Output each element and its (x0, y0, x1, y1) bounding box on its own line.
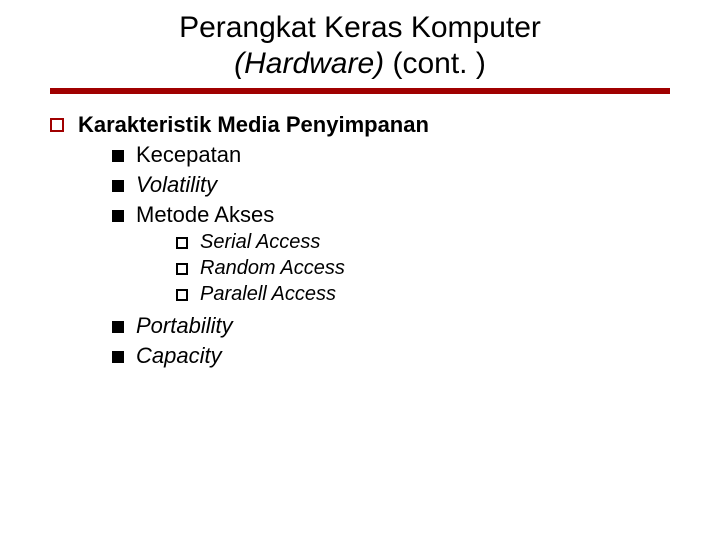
filled-square-icon (112, 351, 124, 363)
list-item: Capacity (112, 343, 429, 369)
slide: Perangkat Keras Komputer (Hardware) (con… (0, 0, 720, 540)
lvl2-label: Portability (136, 313, 233, 339)
filled-square-icon (112, 180, 124, 192)
lvl3-label: Paralell Access (200, 283, 336, 306)
filled-square-icon (112, 321, 124, 333)
lvl3-label: Serial Access (200, 231, 320, 254)
lvl2-content: Metode Akses Serial Access Random Access (136, 202, 345, 309)
filled-square-icon (112, 150, 124, 162)
lvl1-content: Karakteristik Media Penyimpanan Kecepata… (78, 112, 429, 373)
list-item: Kecepatan (112, 142, 429, 168)
list-item: Metode Akses Serial Access Random Access (112, 202, 429, 309)
list-item: Karakteristik Media Penyimpanan Kecepata… (50, 112, 670, 373)
hollow-square-icon (176, 237, 188, 249)
title-line2-rest: (cont. ) (384, 47, 486, 80)
lvl2-label: Metode Akses (136, 202, 274, 227)
title-underline (50, 88, 670, 94)
hollow-square-icon (176, 289, 188, 301)
lvl2-label: Kecepatan (136, 142, 241, 168)
list-item: Random Access (176, 257, 345, 280)
hollow-square-icon (176, 263, 188, 275)
title-line1: Perangkat Keras Komputer (179, 11, 541, 44)
lvl1-heading: Karakteristik Media Penyimpanan (78, 112, 429, 137)
list-item: Paralell Access (176, 283, 345, 306)
filled-square-icon (112, 210, 124, 222)
outline-level1: Karakteristik Media Penyimpanan Kecepata… (50, 112, 670, 373)
lvl2-label: Volatility (136, 172, 217, 198)
list-item: Portability (112, 313, 429, 339)
lvl3-label: Random Access (200, 257, 345, 280)
title-line2-italic: (Hardware) (234, 47, 384, 80)
list-item: Serial Access (176, 231, 345, 254)
list-item: Volatility (112, 172, 429, 198)
outline-level2: Kecepatan Volatility Metode Akses (112, 142, 429, 369)
lvl2-label: Capacity (136, 343, 222, 369)
outline-level3: Serial Access Random Access Paralell Acc… (176, 231, 345, 306)
hollow-square-icon (50, 118, 64, 132)
slide-title: Perangkat Keras Komputer (Hardware) (con… (50, 10, 670, 82)
